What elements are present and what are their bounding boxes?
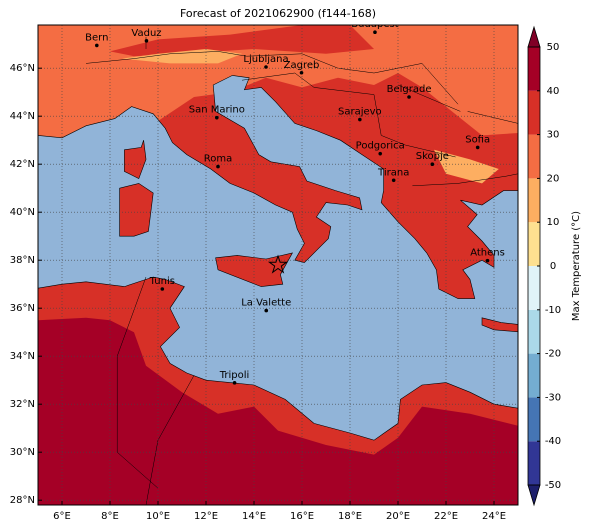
y-tick-label: 30°N [10,447,35,458]
x-tick-label: 10°E [146,511,170,522]
x-tick-label: 24°E [482,511,506,522]
city-label: Tunis [149,276,175,287]
x-tick-label: 8°E [101,511,119,522]
border [467,111,518,124]
city-label: Ljubljana [243,54,288,65]
city-label: Skopje [416,151,449,162]
colorbar-swatch [528,90,540,135]
y-tick-label: 42°N [10,159,35,170]
city-dot [215,115,219,120]
city-label: Tripoli [219,370,250,381]
city-label: San Marino [189,105,245,116]
city-dot [160,287,165,291]
border [373,94,456,158]
city-label: Tirana [377,167,409,178]
star-marker [267,254,289,274]
y-tick-label: 40°N [10,207,35,218]
y-tick-label: 46°N [10,63,35,74]
border [397,84,461,112]
city-dot [95,43,99,48]
colorbar: -50 -40 -30 -20 -10 0 10 20 30 40 50 [527,25,561,507]
city-label: Roma [204,154,233,165]
city-dot [430,162,435,166]
border [241,72,375,95]
island [481,317,518,333]
land-hottest [38,317,518,505]
y-tick-label: 44°N [10,111,35,122]
colorbar-tick-label: -20 [545,349,561,360]
border [116,276,159,489]
city-dot [299,70,304,75]
border [412,173,518,187]
city-label: Belgrade [387,84,432,95]
island [124,140,147,180]
city-dot [358,117,362,122]
colorbar-tick-label: 10 [547,217,560,228]
x-tick-label: 16°E [290,511,314,522]
colorbar-tick-label: -30 [545,392,561,403]
y-tick-label: 34°N [10,351,35,362]
city-dot [485,258,490,263]
x-tick-label: 6°E [53,511,71,522]
y-tick-label: 32°N [10,399,35,410]
city-dot [378,151,383,156]
x-tick-label: 20°E [386,511,410,522]
city-label: Podgorica [356,141,405,152]
border [145,375,195,505]
city-dot [232,381,237,385]
colorbar-swatch [528,309,540,354]
colorbar-tick-label: 0 [550,261,556,272]
colorbar-swatch [528,441,540,485]
x-tick-label: 14°E [242,511,266,522]
city-label: Zagreb [284,60,320,71]
city-dot [264,308,269,313]
y-tick-label: 28°N [10,495,35,506]
land-cool [122,49,242,64]
city-dot [475,145,480,150]
colorbar-swatch [528,47,540,91]
city-dot [144,39,149,43]
x-tick-label: 18°E [338,511,362,522]
city-label: Sofia [465,134,490,145]
colorbar-swatch [528,222,540,266]
city-label: Bern [85,32,108,43]
y-tick-label: 38°N [10,255,35,266]
colorbar-extend-bottom [527,484,541,507]
city-label: Athens [470,248,505,259]
title: Forecast of 2021062900 (f144-168) [180,7,376,20]
city-dot [216,164,220,169]
city-dot [407,95,411,99]
map-frame [37,24,519,506]
city-dot [373,30,377,34]
colorbar-tick-label: 30 [547,130,560,141]
colorbar-tick-label: 50 [547,42,560,53]
colorbar-tick-label: -50 [545,480,561,491]
island [215,252,293,287]
city-label: La Valette [241,298,291,309]
colorbar-tick-label: 20 [547,173,560,184]
colorbar-swatch [528,266,540,310]
colorbar-tick-label: -10 [545,305,561,316]
city-label: Sarajevo [338,107,382,118]
colorbar-swatch [528,178,540,223]
colorbar-swatch [528,134,540,179]
x-tick-label: 12°E [194,511,218,522]
city-label: Budapest [351,19,398,30]
colorbar-swatch [528,353,540,398]
x-tick-label: 22°E [434,511,458,522]
land-cool [434,149,499,184]
colorbar-label: Max Temperature (°C) [571,211,582,321]
city-dot [264,65,268,69]
colorbar-tick-label: 40 [547,86,560,97]
y-tick-label: 36°N [10,303,35,314]
land-hot [110,25,374,57]
city-dot [391,178,396,183]
colorbar-swatch [528,397,540,442]
city-label: Vaduz [131,28,161,39]
colorbar-tick-label: -40 [545,436,561,447]
colorbar-extend-top [527,25,541,48]
island [119,183,154,237]
